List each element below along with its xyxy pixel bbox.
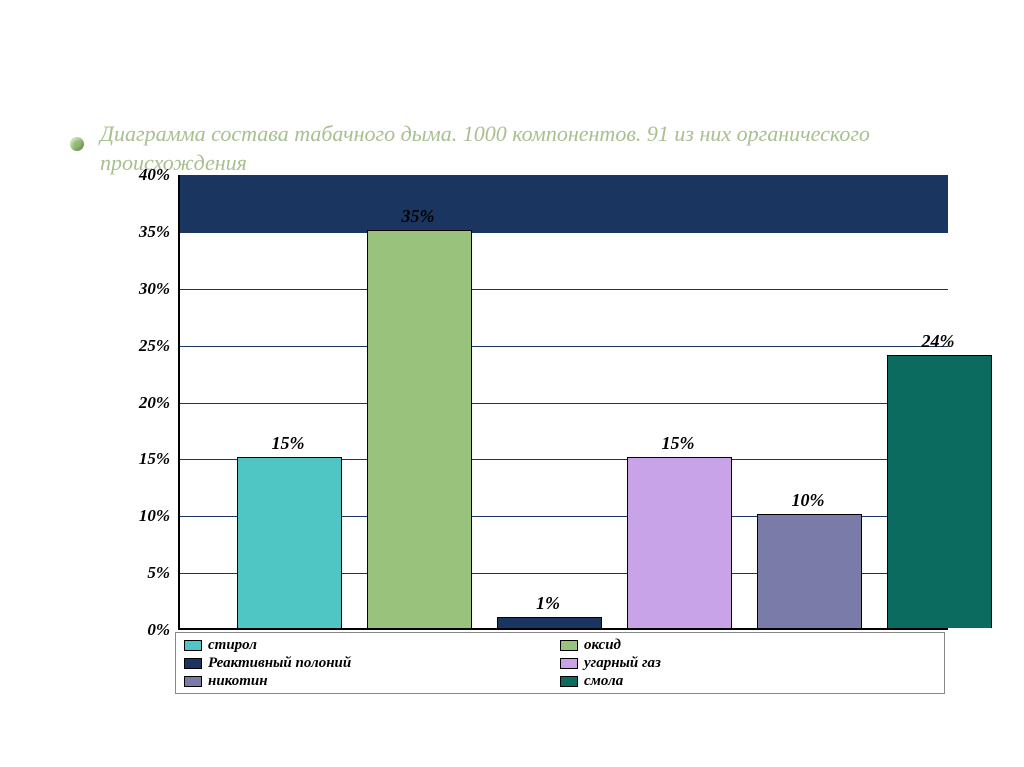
- y-axis-label: 0%: [108, 620, 170, 640]
- legend-item: смола: [560, 673, 936, 690]
- legend-item: Реактивный полоний: [184, 655, 560, 672]
- bar-label: 15%: [248, 433, 328, 454]
- legend-swatch: [184, 658, 202, 669]
- legend-label: Реактивный полоний: [208, 655, 351, 672]
- bar-label: 15%: [638, 433, 718, 454]
- bar-оксид: [367, 230, 472, 628]
- plot-frame: [178, 175, 948, 630]
- chart-title: Диаграмма состава табачного дыма. 1000 к…: [100, 120, 920, 177]
- bar-label: 10%: [768, 490, 848, 511]
- bar-label: 1%: [508, 593, 588, 614]
- legend-label: оксид: [584, 637, 621, 654]
- y-axis-label: 40%: [108, 165, 170, 185]
- legend-swatch: [184, 640, 202, 651]
- legend-item: угарный газ: [560, 655, 936, 672]
- y-axis-label: 30%: [108, 279, 170, 299]
- y-axis-label: 35%: [108, 222, 170, 242]
- legend-swatch: [560, 640, 578, 651]
- bar-label: 35%: [378, 206, 458, 227]
- bar-никотин: [757, 514, 862, 628]
- legend-label: угарный газ: [584, 655, 661, 672]
- y-axis-label: 5%: [108, 563, 170, 583]
- bar-Реактивный полоний: [497, 617, 602, 628]
- legend-item: никотин: [184, 673, 560, 690]
- y-axis-label: 25%: [108, 336, 170, 356]
- legend-swatch: [560, 676, 578, 687]
- title-bullet: [70, 137, 84, 151]
- legend-item: оксид: [560, 637, 936, 654]
- bar-label: 24%: [898, 331, 978, 352]
- y-axis-label: 15%: [108, 449, 170, 469]
- legend-swatch: [560, 658, 578, 669]
- legend-swatch: [184, 676, 202, 687]
- legend: стирол оксид Реактивный полоний угарный газ…: [175, 632, 945, 694]
- legend-item: стирол: [184, 637, 560, 654]
- y-axis-label: 10%: [108, 506, 170, 526]
- bar-угарный газ: [627, 457, 732, 628]
- chart-area: 0%5%10%15%20%25%30%35%40% 15%35%1%15%10%…: [108, 175, 948, 630]
- bar-смола: [887, 355, 992, 628]
- legend-label: стирол: [208, 637, 257, 654]
- legend-label: никотин: [208, 673, 268, 690]
- bar-стирол: [237, 457, 342, 628]
- y-axis-label: 20%: [108, 393, 170, 413]
- legend-label: смола: [584, 673, 623, 690]
